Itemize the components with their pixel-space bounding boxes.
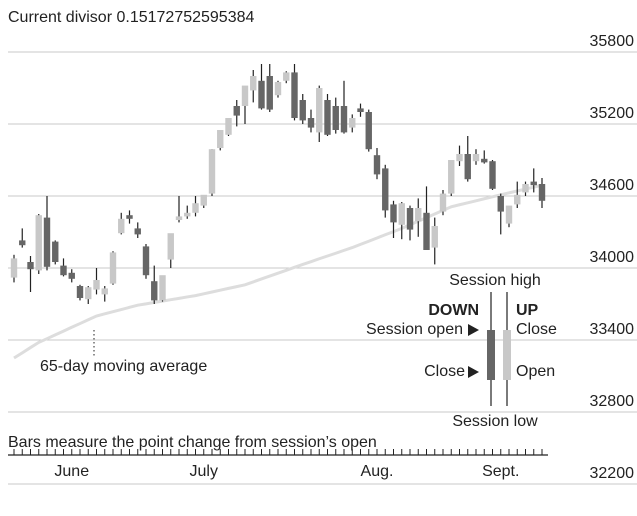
candle-body [489, 161, 496, 189]
x-tick-label: June [54, 463, 89, 480]
candle-body [332, 106, 339, 130]
legend-arrow [468, 324, 479, 336]
candle-body [357, 108, 364, 112]
candle-body [522, 184, 529, 193]
legend-text: Close [424, 363, 465, 380]
legend-body-down [487, 330, 495, 380]
candle-body [217, 130, 224, 148]
candle-body [167, 233, 174, 260]
candle-body [266, 76, 273, 110]
candle-body [52, 241, 59, 262]
ma-label: 65-day moving average [40, 358, 207, 375]
candle-body [134, 228, 141, 235]
y-tick-label: 33400 [590, 321, 635, 338]
candle-body [250, 76, 257, 91]
candle-body [324, 100, 331, 135]
candle-body [126, 215, 133, 219]
candle-body [159, 275, 166, 301]
candle-body [19, 240, 26, 246]
candle-body [406, 208, 414, 230]
candle-body [431, 226, 438, 248]
candle-body [60, 265, 67, 276]
candle-body [390, 204, 397, 223]
candle-body [448, 160, 455, 194]
candle-body [27, 262, 34, 270]
candle-body [43, 217, 51, 267]
y-tick-label: 34600 [590, 177, 635, 194]
candle-body [538, 184, 546, 201]
y-tick-label: 35200 [590, 105, 635, 122]
y-tick-label: 32800 [590, 393, 635, 410]
x-tick-label: Aug. [361, 463, 394, 480]
note: Bars measure the point change from sessi… [8, 434, 377, 451]
chart-title: Current divisor 0.15172752595384 [8, 9, 255, 26]
candle-body [184, 212, 191, 217]
legend-text: Session low [452, 413, 538, 430]
candle-body [118, 218, 125, 234]
candle-body [464, 154, 471, 180]
legend-text: Session high [449, 272, 541, 289]
candle-body [530, 181, 537, 186]
candle-body [192, 203, 199, 213]
candle-body [316, 88, 323, 133]
candle-body [258, 80, 265, 109]
legend-text: Close [516, 321, 557, 338]
candle-body [109, 252, 117, 284]
candle-body [208, 149, 216, 194]
candle-body [415, 208, 422, 222]
candle-body [291, 72, 298, 118]
candle-body [241, 85, 249, 106]
candle-body [68, 272, 75, 279]
legend-text: Session open [366, 321, 463, 338]
candle-body [365, 112, 372, 150]
candle-body [101, 288, 108, 295]
candle-body [151, 281, 158, 301]
candle-body [233, 106, 240, 116]
candle-body [514, 194, 521, 205]
candle-body [439, 193, 447, 212]
candle-body [93, 280, 100, 290]
y-tick-label: 32200 [590, 465, 635, 482]
candle-body [299, 100, 306, 121]
candle-body [398, 203, 405, 225]
candle-body [35, 215, 42, 271]
candle-body [373, 155, 381, 175]
candle-body [175, 216, 183, 220]
legend-text: Open [516, 363, 555, 380]
legend-arrow [468, 366, 479, 378]
candle-body [340, 106, 348, 133]
y-tick-label: 35800 [590, 33, 635, 50]
candle-body [505, 205, 513, 224]
legend-text: UP [516, 302, 539, 319]
legend-text: DOWN [428, 302, 479, 319]
candle-body [10, 258, 18, 278]
candle-body [225, 118, 232, 135]
candle-body [283, 72, 290, 81]
candle-body [349, 118, 356, 128]
legend-body-up [503, 330, 511, 380]
candle-body [456, 154, 463, 162]
candle-body [142, 246, 150, 276]
x-tick-label: Sept. [482, 463, 519, 480]
candle-body [76, 286, 84, 298]
candle-body [200, 194, 207, 206]
candle-body [472, 154, 480, 162]
candle-body [382, 168, 389, 211]
candle-body [481, 158, 488, 163]
x-tick-label: July [190, 463, 218, 480]
candle-body [85, 287, 92, 300]
candle-body [307, 118, 315, 128]
moving-average [13, 183, 543, 360]
candle-body [423, 212, 430, 250]
candle-body [274, 82, 282, 96]
candle-body [497, 196, 504, 212]
y-tick-label: 34000 [590, 249, 635, 266]
